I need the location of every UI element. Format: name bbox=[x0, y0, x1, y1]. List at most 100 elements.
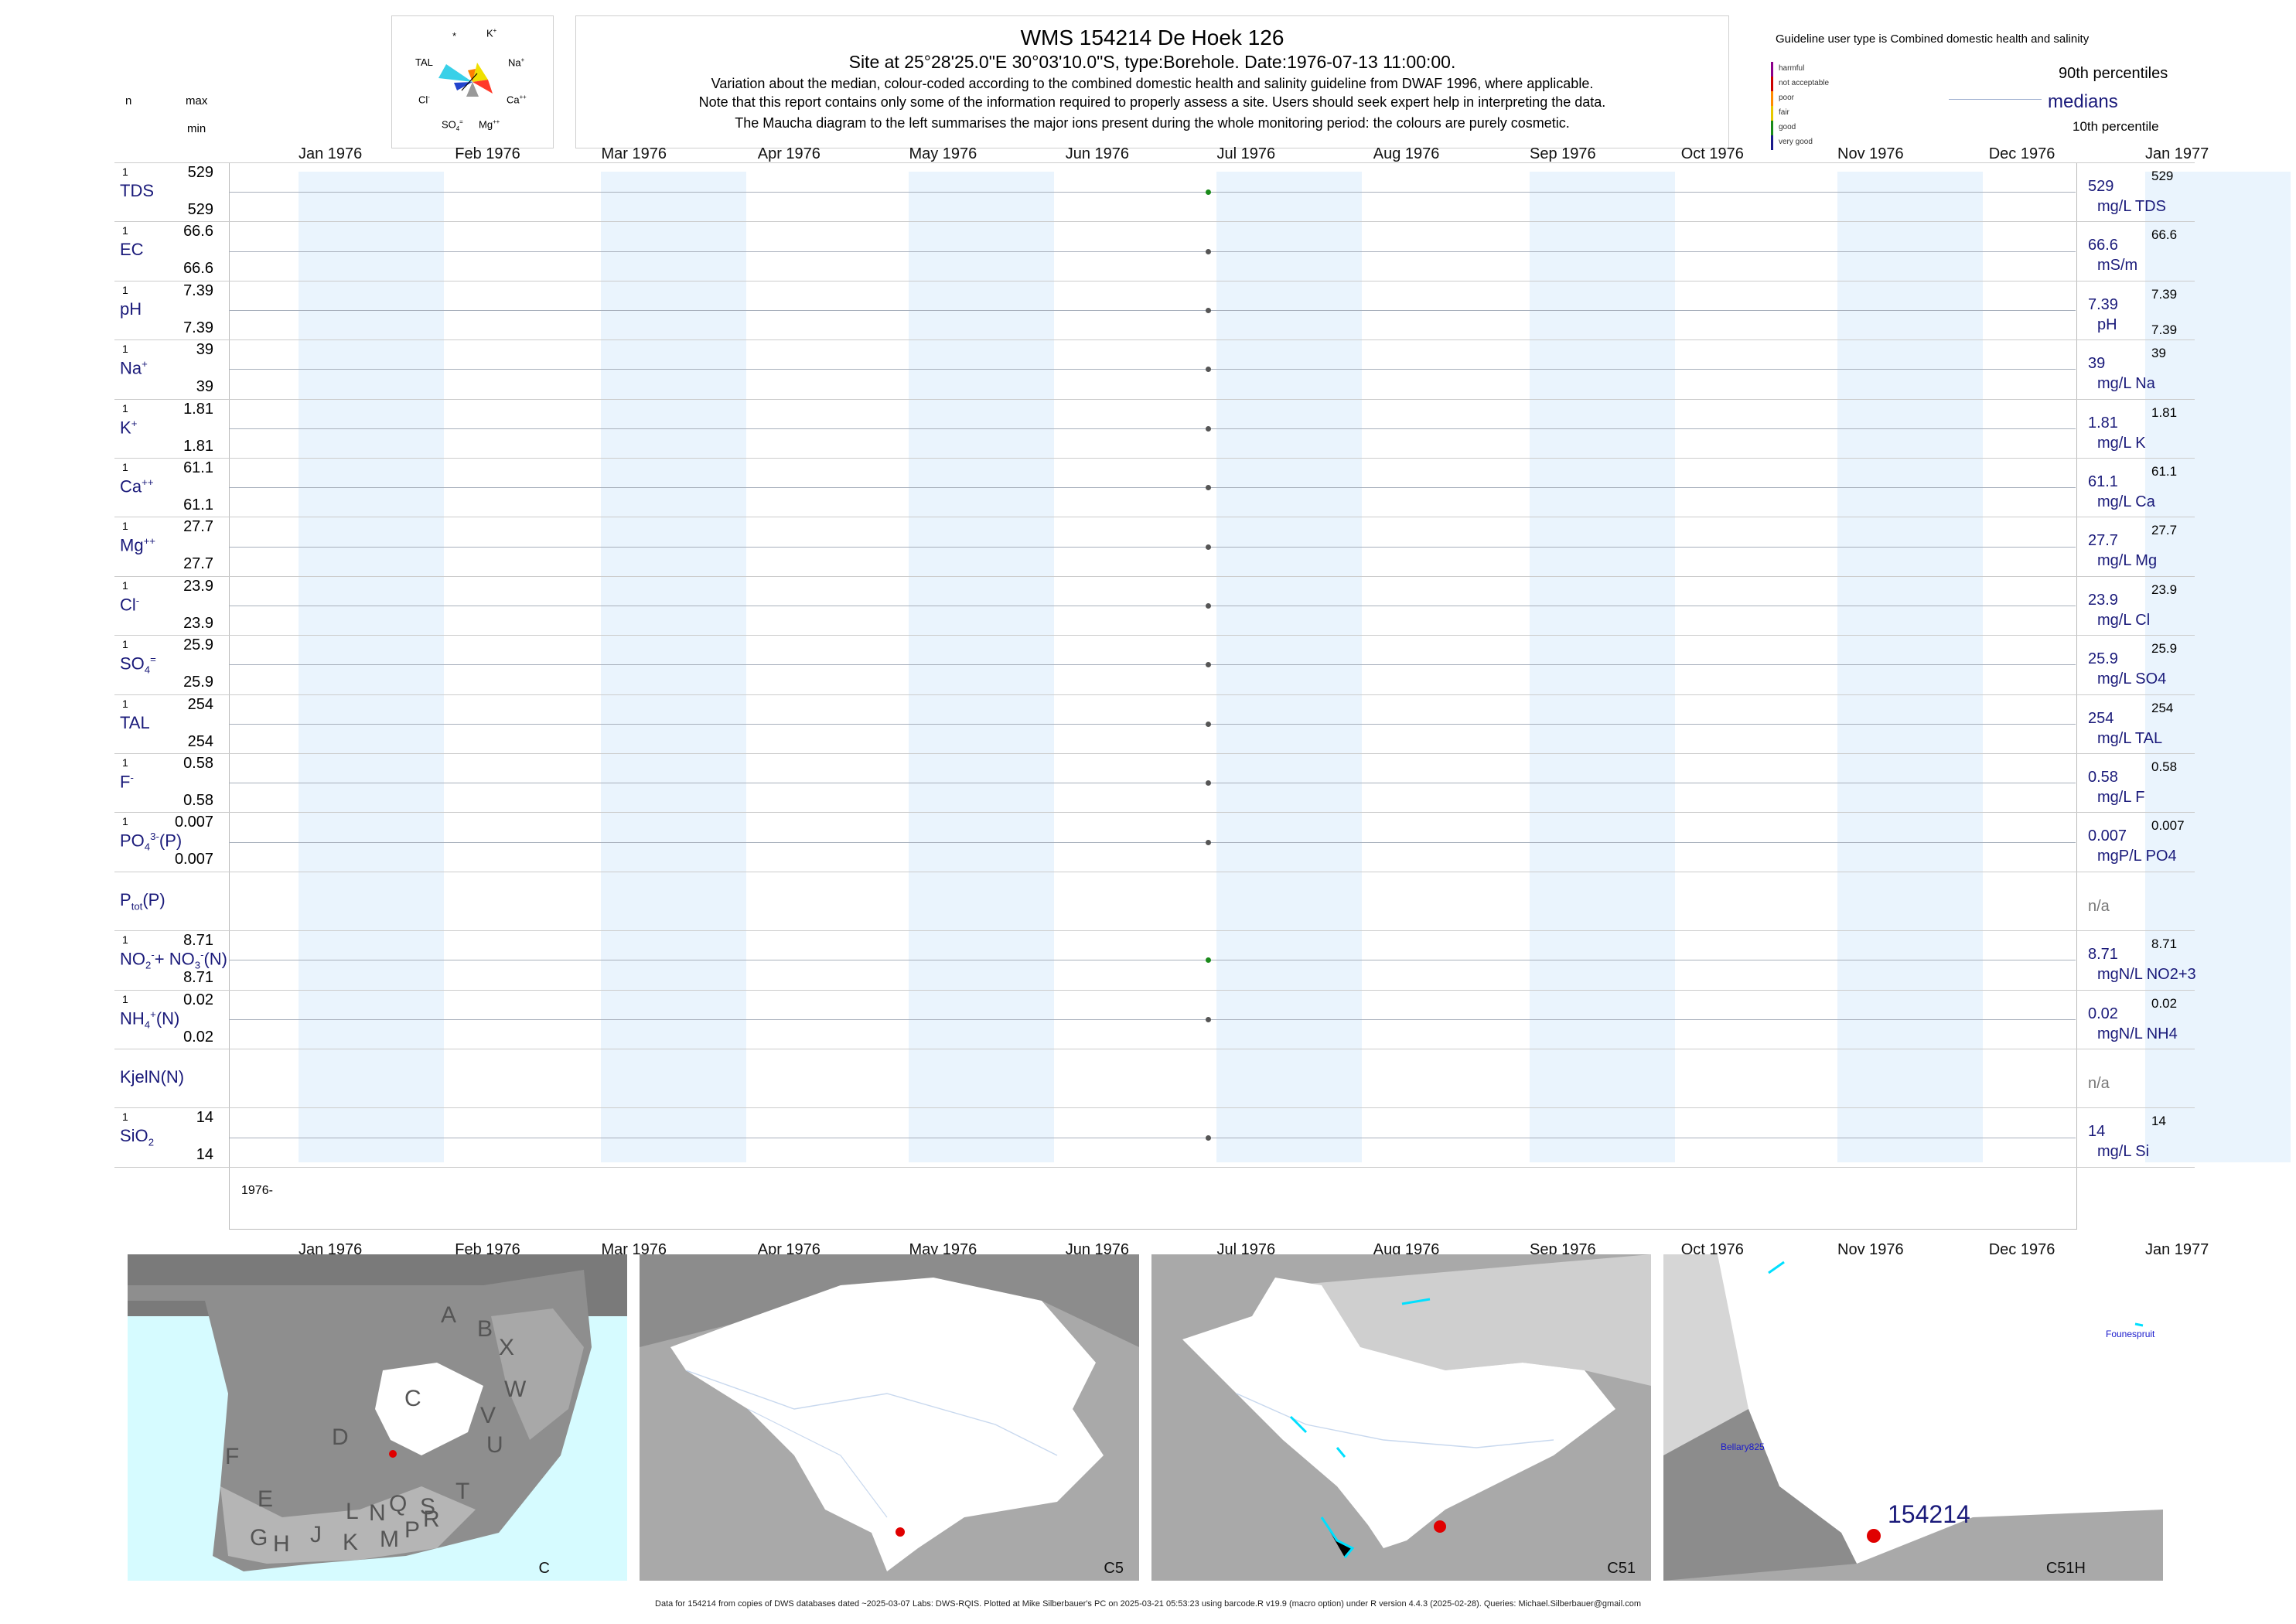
month-label: Jul 1976 bbox=[1216, 1240, 1276, 1258]
label-tail: (N) bbox=[203, 949, 228, 969]
max-value: 0.007 bbox=[174, 814, 213, 831]
median-line bbox=[229, 487, 2076, 489]
data-point bbox=[1205, 662, 1211, 668]
parameter-name: NH bbox=[120, 1008, 145, 1028]
parameter-label-k: K+ bbox=[120, 418, 137, 438]
region-label: A bbox=[441, 1302, 457, 1328]
min-value: 0.02 bbox=[183, 1028, 213, 1046]
data-point bbox=[1205, 780, 1211, 786]
region-label: D bbox=[332, 1424, 349, 1450]
median-value: 529 bbox=[2088, 178, 2114, 195]
parameter-label-tal: TAL bbox=[120, 713, 150, 733]
parameter-label-so4: SO4= bbox=[120, 653, 156, 676]
row-divider bbox=[114, 930, 2195, 932]
maucha-cl-label: Cl bbox=[418, 94, 428, 106]
min-value: 1.81 bbox=[183, 437, 213, 455]
header-note-3: The Maucha diagram to the left summarise… bbox=[735, 115, 1570, 131]
sample-count: 1 bbox=[122, 697, 128, 710]
label-superscript: - bbox=[151, 949, 155, 961]
median-value: 1.81 bbox=[2088, 414, 2118, 432]
place-bellary: Bellary825 bbox=[1721, 1441, 1765, 1452]
parameter-label-tds: TDS bbox=[120, 181, 154, 201]
min-value: 8.71 bbox=[183, 969, 213, 987]
month-label: Jan 1977 bbox=[2145, 1240, 2209, 1258]
max-value: 529 bbox=[187, 164, 213, 181]
month-label: Dec 1976 bbox=[1988, 145, 2055, 162]
median-line bbox=[229, 251, 2076, 252]
median-line bbox=[229, 546, 2076, 548]
unit-label: mg/L F bbox=[2097, 789, 2145, 806]
legend-color-very-good bbox=[1771, 135, 1773, 150]
unit-label: mg/L K bbox=[2097, 434, 2146, 452]
region-label: S bbox=[420, 1494, 436, 1520]
month-label: Aug 1976 bbox=[1373, 145, 1440, 162]
month-label: Jan 1976 bbox=[299, 145, 363, 162]
month-band bbox=[1530, 172, 1675, 1162]
month-label: Sep 1976 bbox=[1530, 1240, 1596, 1258]
data-point bbox=[1205, 1134, 1211, 1141]
month-label: Jun 1976 bbox=[1065, 1240, 1130, 1258]
data-point bbox=[1205, 367, 1211, 373]
month-band bbox=[601, 172, 747, 1162]
sample-count: 1 bbox=[122, 401, 128, 415]
median-value: 254 bbox=[2088, 709, 2114, 727]
max-value: 23.9 bbox=[183, 577, 213, 595]
maucha-star: * bbox=[452, 30, 457, 42]
min-header: min bbox=[187, 122, 206, 135]
month-band bbox=[909, 172, 1055, 1162]
median-value: n/a bbox=[2088, 1075, 2110, 1092]
min-value: 14 bbox=[196, 1146, 213, 1164]
legend-color-not-acceptable bbox=[1771, 77, 1773, 91]
max-value: 61.1 bbox=[183, 459, 213, 476]
region-label: F bbox=[225, 1444, 240, 1469]
parameter-label-mg: Mg++ bbox=[120, 535, 155, 555]
map-c51-svg bbox=[1182, 1254, 1651, 1558]
sample-count: 1 bbox=[122, 756, 128, 769]
parameter-label-ph: pH bbox=[120, 299, 142, 319]
region-label: N bbox=[369, 1500, 386, 1526]
region-label: Q bbox=[389, 1491, 408, 1517]
month-band bbox=[1837, 172, 1983, 1162]
map-c-svg bbox=[128, 1254, 627, 1571]
row-divider bbox=[114, 221, 2195, 223]
n-header: n bbox=[125, 94, 132, 107]
legend-level-label: fair bbox=[1779, 108, 1789, 117]
header-note-1: Variation about the median, colour-coded… bbox=[711, 76, 1594, 91]
page-subtitle: Site at 25°28'25.0"E 30°03'10.0"S, type:… bbox=[848, 52, 1456, 72]
unit-label: mg/L Na bbox=[2097, 375, 2155, 393]
data-point bbox=[1205, 308, 1211, 313]
max-value: 39 bbox=[196, 341, 213, 359]
sample-count: 1 bbox=[122, 283, 128, 296]
p10-value: 7.39 bbox=[2151, 322, 2178, 337]
row-divider bbox=[114, 989, 2195, 991]
legend-color-poor bbox=[1771, 91, 1773, 106]
label-subscript: 3 bbox=[194, 959, 201, 971]
month-label: Oct 1976 bbox=[1680, 1240, 1744, 1258]
parameter-label-ptot: Ptot(P) bbox=[120, 890, 165, 912]
region-label: R bbox=[423, 1506, 440, 1532]
site-marker-label: 154214 bbox=[1888, 1500, 1970, 1528]
parameter-label-no3: NO2-+ NO3-(N) bbox=[120, 949, 227, 971]
unit-label: mg/L Cl bbox=[2097, 611, 2151, 629]
label-superscript: ++ bbox=[143, 535, 155, 548]
map-c51h-label: C51H bbox=[2045, 1560, 2086, 1577]
median-value: 39 bbox=[2088, 355, 2106, 373]
month-band bbox=[1216, 172, 1363, 1162]
maucha-ca-label: Ca bbox=[507, 94, 520, 106]
data-point bbox=[1205, 957, 1211, 964]
sample-count: 1 bbox=[122, 992, 128, 1005]
data-point bbox=[1205, 1016, 1211, 1022]
median-value: 0.02 bbox=[2088, 1005, 2118, 1022]
label-subscript: 4 bbox=[144, 664, 151, 676]
guideline-title: Guideline user type is Combined domestic… bbox=[1776, 32, 2090, 46]
p90-value: 27.7 bbox=[2151, 523, 2178, 538]
max-value: 66.6 bbox=[183, 223, 213, 241]
row-divider bbox=[114, 694, 2195, 695]
label-tail: + NO bbox=[154, 949, 195, 969]
label-superscript: ++ bbox=[142, 476, 154, 488]
max-value: 25.9 bbox=[183, 636, 213, 654]
p90-value: 23.9 bbox=[2151, 582, 2178, 597]
label-superscript: = bbox=[150, 653, 156, 666]
map-c5-label: C5 bbox=[1104, 1560, 1124, 1577]
sample-count: 1 bbox=[122, 165, 128, 178]
